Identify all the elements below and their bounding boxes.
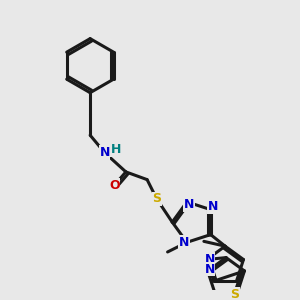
Text: N: N [99,146,110,159]
Text: N: N [207,200,218,213]
Text: N: N [179,236,189,249]
Text: S: S [152,192,161,206]
Text: N: N [184,198,194,211]
Text: O: O [109,179,120,192]
Text: H: H [111,143,122,156]
Text: N: N [205,253,215,266]
Text: N: N [204,262,215,275]
Text: S: S [230,288,239,300]
